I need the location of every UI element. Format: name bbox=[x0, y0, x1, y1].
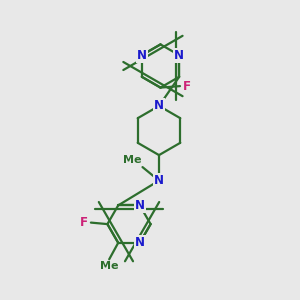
Text: N: N bbox=[154, 99, 164, 112]
Text: N: N bbox=[135, 199, 145, 212]
Text: F: F bbox=[80, 216, 88, 229]
Text: N: N bbox=[135, 236, 145, 249]
Text: N: N bbox=[174, 49, 184, 62]
Text: Me: Me bbox=[100, 261, 118, 271]
Text: N: N bbox=[154, 174, 164, 187]
Text: N: N bbox=[137, 49, 147, 62]
Text: Me: Me bbox=[122, 155, 141, 165]
Text: F: F bbox=[183, 80, 190, 93]
